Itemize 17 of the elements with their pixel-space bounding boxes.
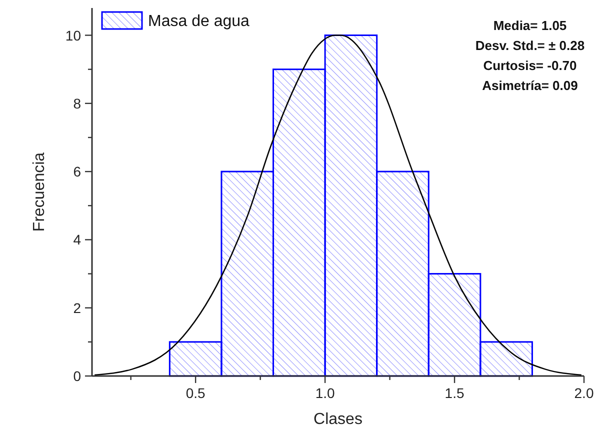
y-axis-title: Frecuencia (31, 152, 48, 232)
x-tick-label: 1.0 (315, 385, 335, 401)
y-tick-label: 8 (73, 95, 82, 112)
y-tick-label: 2 (73, 300, 82, 316)
x-tick-label: 0.5 (186, 385, 206, 401)
x-tick-label: 1.5 (444, 385, 464, 401)
annotation: Media= 1.05 (493, 18, 567, 33)
annotation: Desv. Std.= ± 0.28 (475, 38, 585, 53)
legend-label: Masa de agua (148, 13, 250, 30)
y-tick-label: 0 (73, 368, 82, 384)
y-tick-label: 4 (73, 232, 82, 248)
y-tick-label: 6 (73, 164, 82, 180)
x-axis-title: Clases (314, 411, 362, 428)
x-tick-label: 2.0 (574, 385, 594, 401)
annotation: Curtosis= -0.70 (483, 58, 577, 73)
annotation: Asimetría= 0.09 (482, 78, 578, 93)
y-tick-label: 10 (65, 27, 82, 44)
